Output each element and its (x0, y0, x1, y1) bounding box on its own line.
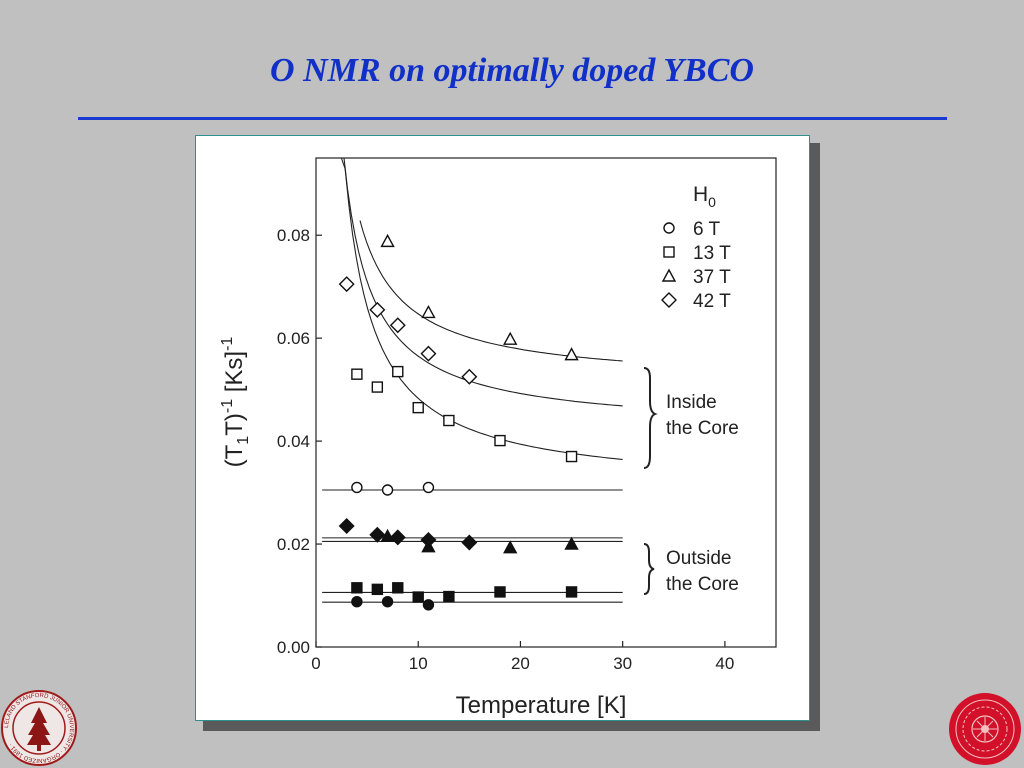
x-tick-label: 40 (715, 654, 734, 673)
data-point-square-filled (392, 582, 404, 594)
y-tick-label: 0.04 (277, 432, 310, 451)
legend-label: 6 T (693, 219, 721, 240)
data-point-square-open (351, 368, 363, 380)
data-point-diamond-open (389, 317, 406, 334)
data-point-diamond-filled (389, 529, 406, 546)
data-point-circle-filled (422, 599, 435, 611)
data-point-triangle-filled (380, 528, 395, 543)
y-tick-label: 0.00 (277, 638, 310, 657)
legend-marker-triangle (661, 268, 677, 282)
legend: H0 6 T 13 T 37 T 42 T (661, 183, 731, 312)
x-tick-label: 30 (613, 654, 632, 673)
data-point-circle-open (351, 481, 363, 494)
data-point-square-filled (443, 590, 455, 603)
data-point-diamond-open (461, 368, 478, 385)
data-point-square-filled (494, 586, 506, 598)
legend-title: H0 (693, 183, 716, 210)
legend-label: 37 T (693, 267, 731, 288)
data-point-triangle-open (564, 347, 579, 361)
legend-marker-circle (663, 222, 675, 234)
x-axis-label: Temperature [K] (456, 692, 627, 719)
annotation-outside-core: Outside the Core (666, 548, 739, 595)
data-point-diamond-open (369, 301, 386, 318)
fit-curve-13t (322, 157, 623, 461)
axis-ticks: 0 10 20 30 40 0.00 0.02 0.04 0.06 0.08 (277, 226, 734, 673)
data-point-triangle-filled (564, 536, 579, 550)
stanford-seal-logo: LELAND STANFORD JUNIOR UNIVERSITY · ORGA… (1, 690, 77, 766)
data-point-triangle-open (503, 331, 518, 345)
data-point-square-filled (351, 582, 363, 594)
data-point-diamond-filled (369, 526, 386, 543)
y-axis-label: (T1T)-1 [Ks]-1 (219, 337, 252, 468)
data-point-square-filled (412, 591, 424, 603)
data-point-diamond-filled (420, 531, 437, 548)
x-tick-label: 10 (409, 654, 428, 673)
data-point-circle-filled (351, 596, 363, 608)
data-point-circle-open (381, 484, 394, 496)
slide-title: O NMR on optimally doped YBCO (270, 52, 754, 89)
data-point-diamond-filled (461, 534, 478, 551)
data-point-square-filled (371, 583, 384, 596)
data-point-diamond-filled (338, 518, 355, 535)
legend-marker-diamond (661, 292, 677, 308)
cardinal-seal-logo (949, 693, 1021, 765)
data-point-circle-filled (381, 596, 394, 608)
data-point-square-open (565, 450, 578, 463)
y-tick-label: 0.08 (277, 226, 310, 245)
y-tick-label: 0.06 (277, 329, 310, 348)
data-point-triangle-open (380, 233, 395, 248)
legend-marker-square (663, 246, 675, 258)
x-tick-label: 0 (311, 654, 320, 673)
legend-label: 42 T (693, 291, 731, 312)
data-point-square-open (371, 381, 384, 393)
brace-inside-core (643, 367, 658, 469)
y-tick-label: 0.02 (277, 535, 310, 554)
fit-curve-37t (359, 220, 623, 362)
chart-panel: 0 10 20 30 40 0.00 0.02 0.04 0.06 0.08 Temperatur… (195, 135, 810, 721)
legend-label: 13 T (693, 243, 731, 264)
data-point-triangle-filled (503, 540, 518, 554)
x-tick-label: 20 (511, 654, 530, 673)
chart-svg: 0 10 20 30 40 0.00 0.02 0.04 0.06 0.08 Temperatur… (219, 157, 777, 719)
plot-frame (315, 157, 777, 648)
data-point-square-filled (565, 586, 578, 598)
data-point-square-open (494, 434, 506, 447)
data-point-diamond-open (338, 276, 355, 293)
data-point-square-open (412, 401, 424, 414)
data-point-square-open (392, 365, 404, 378)
data-point-circle-open (422, 481, 435, 494)
brace-outside-core (643, 543, 655, 595)
data-point-triangle-open (421, 304, 436, 319)
data-point-diamond-open (420, 345, 437, 362)
annotation-inside-core: Inside the Core (666, 392, 739, 439)
fit-curve-42t (329, 157, 623, 407)
data-point-square-open (443, 414, 455, 427)
data-markers (338, 233, 579, 611)
title-divider (78, 117, 947, 120)
